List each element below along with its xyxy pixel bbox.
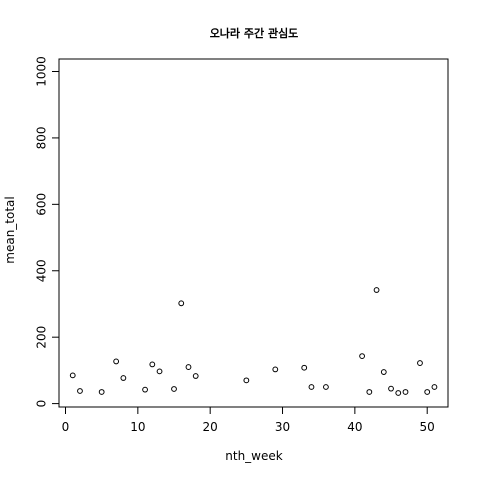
- x-tick-label: 40: [347, 420, 362, 434]
- x-tick-label: 10: [130, 420, 145, 434]
- data-point: [431, 384, 438, 390]
- data-point: [308, 384, 315, 390]
- data-point: [77, 388, 83, 394]
- data-point: [301, 364, 308, 371]
- data-point: [142, 386, 148, 393]
- data-point: [380, 369, 387, 375]
- y-tick-label: 1000: [35, 56, 49, 87]
- plot-frame: [58, 58, 449, 408]
- y-tick-label: 0: [35, 400, 49, 408]
- y-tick-label: 400: [35, 259, 49, 282]
- data-point: [359, 353, 365, 360]
- y-axis-label: mean_total: [3, 196, 17, 263]
- y-axis: 0 200 400 600 800 1000: [35, 56, 60, 407]
- data-point: [98, 389, 105, 395]
- data-point: [69, 372, 76, 379]
- y-tick-label: 200: [35, 326, 49, 349]
- data-point: [120, 375, 127, 381]
- data-point: [171, 386, 177, 392]
- x-tick-label: 30: [275, 420, 290, 434]
- data-point: [417, 360, 423, 366]
- data-point: [243, 377, 250, 384]
- data-point: [388, 385, 394, 392]
- data-point: [185, 364, 192, 370]
- data-point: [395, 390, 402, 396]
- x-tick-label: 20: [203, 420, 218, 434]
- y-tick-label: 800: [35, 126, 49, 149]
- data-point: [323, 384, 329, 390]
- x-axis: 0 10 20 30 40 50: [62, 406, 435, 434]
- data-point: [272, 366, 279, 373]
- data-point: [192, 373, 199, 379]
- x-axis-label: nth_week: [225, 449, 282, 463]
- y-tick-label: 600: [35, 193, 49, 216]
- data-point: [113, 358, 120, 365]
- data-points: [69, 287, 438, 396]
- x-tick-label: 50: [420, 420, 435, 434]
- data-point: [156, 368, 163, 375]
- data-point: [373, 287, 380, 293]
- data-point: [178, 300, 185, 307]
- data-point: [424, 389, 431, 395]
- data-point: [366, 389, 373, 395]
- chart-title: 오나라 주간 관심도: [210, 26, 299, 40]
- data-point: [402, 389, 409, 395]
- data-point: [149, 361, 156, 368]
- x-tick-label: 0: [62, 420, 70, 434]
